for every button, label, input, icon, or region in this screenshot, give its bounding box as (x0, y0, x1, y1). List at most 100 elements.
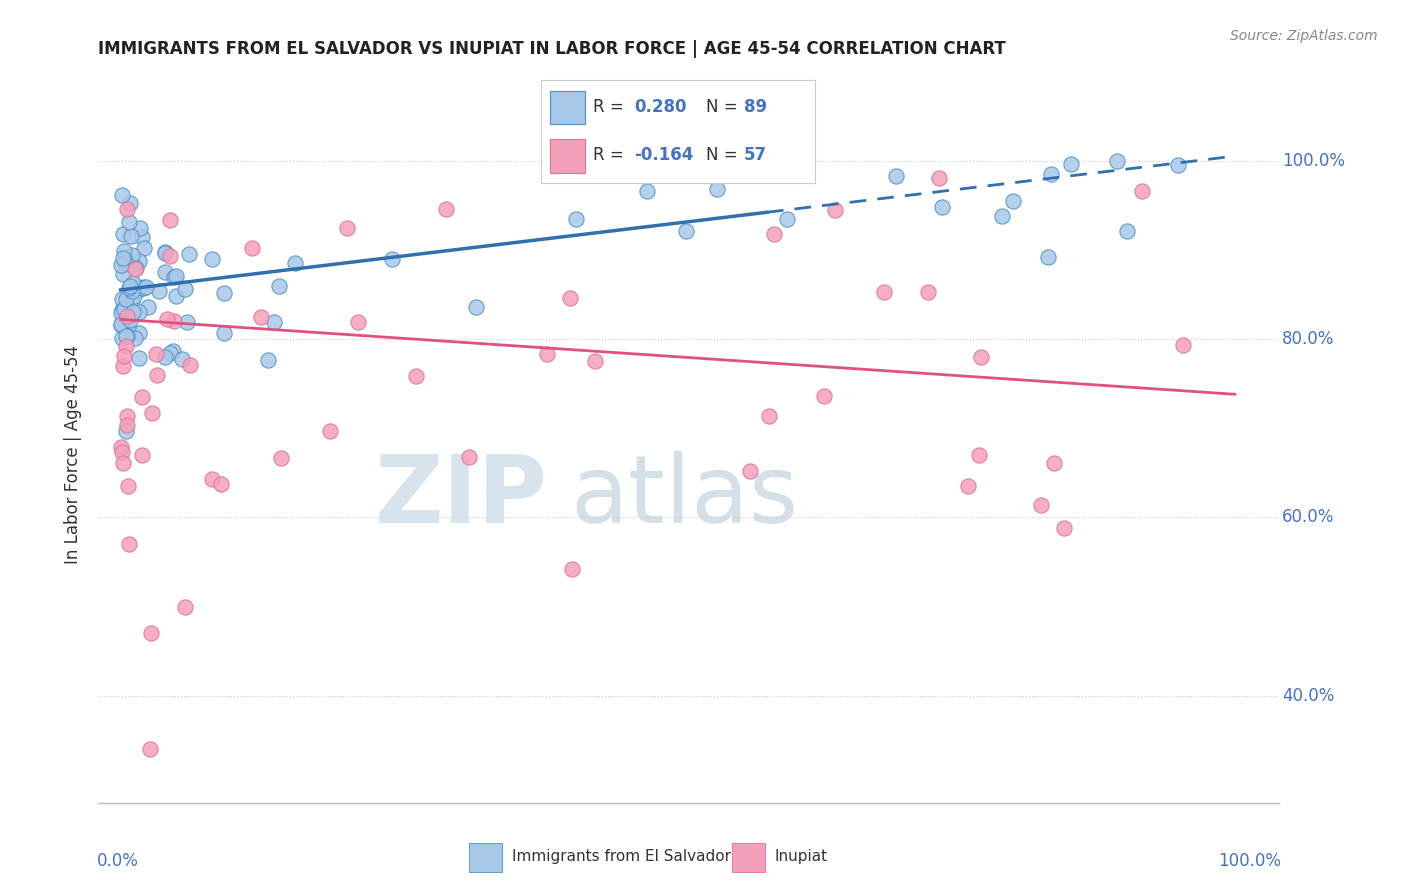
Text: Inupiat: Inupiat (775, 849, 828, 863)
Point (1059, 157, 1081, 171)
Point (1171, 338, 1194, 352)
Point (163, 270, 186, 285)
Point (174, 282, 197, 296)
Point (405, 369, 427, 384)
Point (179, 247, 201, 261)
Point (122, 257, 145, 271)
Point (111, 444, 134, 458)
Point (201, 472, 224, 486)
Point (139, 626, 162, 640)
Text: R =: R = (593, 146, 630, 164)
Point (114, 339, 136, 353)
Point (118, 215, 141, 229)
Point (111, 227, 134, 241)
Text: 100.0%: 100.0% (1282, 152, 1344, 169)
Point (675, 224, 697, 238)
Point (1029, 498, 1052, 512)
Point (257, 353, 280, 368)
Point (240, 240, 263, 254)
Point (991, 209, 1014, 223)
Point (110, 441, 132, 455)
Point (163, 314, 186, 328)
Point (117, 409, 139, 424)
Point (565, 212, 588, 227)
Point (536, 347, 558, 361)
Point (176, 315, 198, 329)
Point (134, 241, 156, 255)
Point (336, 221, 359, 235)
Point (129, 220, 152, 235)
Point (762, 227, 785, 242)
Point (117, 479, 139, 493)
Point (267, 279, 290, 293)
Point (118, 537, 141, 551)
Point (131, 448, 153, 462)
Point (201, 252, 224, 267)
Point (136, 300, 159, 314)
Point (124, 331, 146, 345)
Point (636, 184, 658, 198)
Point (162, 343, 184, 358)
Point (121, 277, 143, 291)
Point (111, 303, 134, 318)
Point (112, 349, 135, 363)
Point (117, 202, 139, 216)
Point (555, 153, 578, 168)
Point (115, 310, 138, 324)
Point (132, 279, 155, 293)
Point (931, 200, 953, 214)
Point (561, 562, 583, 576)
Point (1130, 185, 1153, 199)
Point (118, 308, 141, 322)
Point (110, 292, 132, 306)
Point (110, 318, 132, 333)
Point (1002, 194, 1025, 208)
Point (111, 331, 134, 345)
Point (153, 245, 176, 260)
Point (111, 359, 134, 374)
Point (114, 254, 136, 268)
Point (813, 388, 835, 402)
Point (115, 329, 138, 343)
Point (928, 171, 950, 186)
Text: atlas: atlas (571, 450, 799, 542)
Point (159, 346, 181, 360)
Point (114, 424, 136, 438)
Point (141, 406, 163, 420)
Point (128, 326, 150, 341)
Point (1107, 153, 1129, 168)
Point (110, 258, 132, 272)
Point (121, 248, 143, 262)
Point (155, 350, 177, 364)
Point (121, 294, 143, 309)
Point (114, 257, 136, 271)
Point (114, 320, 136, 334)
Point (1036, 250, 1059, 264)
Text: N =: N = (706, 98, 742, 116)
Point (127, 279, 149, 293)
Text: IMMIGRANTS FROM EL SALVADOR VS INUPIAT IN LABOR FORCE | AGE 45-54 CORRELATION CH: IMMIGRANTS FROM EL SALVADOR VS INUPIAT I… (98, 40, 1007, 58)
Point (738, 464, 761, 478)
Point (131, 281, 153, 295)
Point (1043, 456, 1066, 470)
Point (457, 450, 479, 464)
Point (706, 182, 728, 196)
Point (121, 284, 143, 298)
Point (884, 169, 907, 184)
Point (112, 301, 135, 316)
Point (127, 283, 149, 297)
Point (179, 358, 201, 372)
Point (120, 228, 142, 243)
Point (111, 188, 134, 202)
Point (131, 229, 153, 244)
Text: 0.280: 0.280 (634, 98, 688, 116)
Point (148, 284, 170, 298)
Point (122, 305, 145, 319)
Text: R =: R = (593, 98, 630, 116)
Point (111, 252, 134, 266)
Point (165, 288, 187, 302)
Point (110, 305, 132, 319)
Text: 57: 57 (744, 146, 768, 164)
Point (967, 449, 990, 463)
Point (381, 252, 404, 266)
